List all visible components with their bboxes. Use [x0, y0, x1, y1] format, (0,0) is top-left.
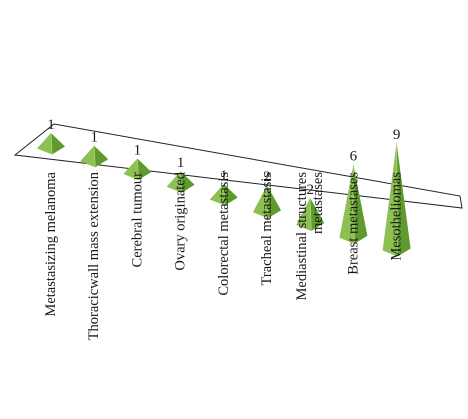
bar-pyramid	[296, 197, 325, 231]
data-label: 1	[90, 130, 98, 146]
bar-edge	[396, 142, 398, 257]
data-label: 2	[306, 182, 314, 198]
bar-face-right	[310, 197, 325, 231]
bar-face-left	[166, 171, 182, 193]
category-label-line: Mesotheliomas	[389, 172, 405, 261]
category-label-line: Breast metastases	[345, 172, 361, 275]
bar-face-right	[396, 142, 411, 257]
bar-edge	[137, 158, 139, 181]
data-label: 2	[263, 169, 271, 185]
category-label-line: Tracheal metastasis	[259, 172, 275, 286]
bar-series	[37, 132, 411, 257]
bar-face-right	[137, 158, 152, 180]
bar-face-right	[94, 145, 109, 168]
data-label: 1	[47, 117, 55, 133]
chart-floor-plane	[13, 123, 463, 209]
bar-face-left	[80, 145, 96, 168]
bar-face-right	[267, 185, 281, 219]
category-label-line: Colorectal metastasis	[216, 172, 232, 296]
category-label: Breast metastases	[345, 172, 361, 275]
bar-face-left	[339, 164, 355, 244]
bar-pyramid	[123, 158, 152, 181]
category-label: Colorectal metastasis	[216, 172, 232, 296]
bar-pyramid	[253, 185, 281, 219]
bar-pyramid	[80, 145, 109, 168]
data-labels: 1 1 1 1 1 2 2 6 9	[47, 117, 400, 198]
category-label: Cerebral tumour	[129, 172, 145, 268]
bar-pyramid	[382, 142, 411, 257]
bar-edge	[93, 145, 96, 168]
bar-edge	[180, 171, 182, 193]
bar-pyramid	[209, 183, 238, 206]
bar-edge	[266, 185, 269, 219]
bar-face-left	[253, 185, 268, 219]
bar-face-right	[353, 164, 368, 244]
bar-edge	[50, 132, 53, 155]
category-label-line: Metastasizing melanoma	[43, 171, 59, 316]
bar-face-left	[123, 158, 139, 180]
data-label: 6	[350, 149, 358, 165]
bar-face-left	[209, 183, 225, 206]
category-label: Tracheal metastasis	[259, 172, 275, 286]
bar-pyramid	[339, 164, 368, 244]
category-label: Mediastinal structuresmetastases	[294, 172, 326, 301]
bar-edge	[223, 183, 226, 206]
category-axis-labels: Metastasizing melanoma Thoracicwall mass …	[43, 171, 405, 340]
category-label: Ovary originated	[173, 171, 189, 270]
bar-face-left	[37, 133, 52, 155]
bar-edge	[309, 197, 312, 231]
bar-face-right	[223, 183, 238, 206]
bar-face-right	[51, 133, 65, 155]
category-label-line: metastases	[310, 172, 326, 234]
category-label: Mesotheliomas	[389, 172, 405, 261]
category-label-line: Mediastinal structures	[294, 172, 310, 301]
data-label: 1	[177, 155, 185, 171]
category-label: Thoracicwall mass extension	[86, 171, 102, 340]
category-label: Metastasizing melanoma	[43, 171, 59, 316]
data-label: 1	[220, 168, 228, 184]
data-label: 1	[134, 142, 142, 158]
bar-pyramid	[166, 171, 195, 193]
bar-face-left	[296, 197, 312, 231]
category-label-line: Thoracicwall mass extension	[86, 171, 102, 340]
category-label-line: Cerebral tumour	[129, 172, 145, 268]
bar-edge	[353, 164, 355, 244]
data-label: 9	[393, 127, 401, 143]
bar-face-left	[382, 142, 398, 257]
bar-pyramid	[37, 132, 65, 155]
bar-face-right	[180, 171, 195, 193]
category-label-line: Ovary originated	[173, 171, 189, 270]
